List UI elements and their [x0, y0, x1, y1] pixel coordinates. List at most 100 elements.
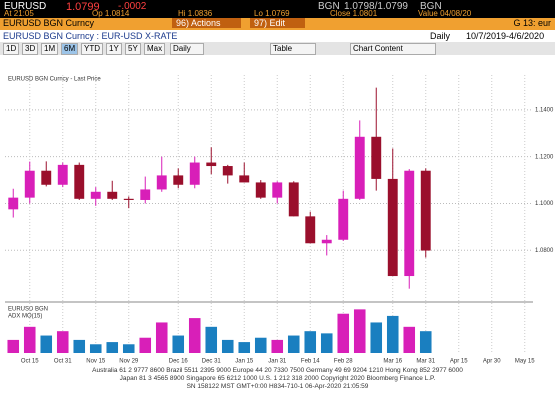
range-button[interactable]: Max	[144, 43, 166, 55]
candle-body	[24, 170, 35, 198]
candle-body	[288, 182, 299, 217]
candle-body	[239, 175, 250, 183]
histogram-bar	[337, 313, 350, 353]
candle-body	[255, 182, 266, 198]
frequency-select[interactable]: Daily	[170, 43, 204, 55]
candle-body	[272, 182, 283, 198]
histogram-bar	[271, 339, 284, 353]
histogram-bar	[89, 344, 102, 353]
legend: ADX MO(15)	[8, 314, 42, 320]
footer-line: Australia 61 2 9777 8600 Brazil 5511 239…	[92, 367, 463, 374]
histogram-bar	[304, 331, 317, 353]
footer-line: Japan 81 3 4565 8900 Singapore 65 6212 1…	[119, 375, 436, 382]
x-tick-label: Mar 31	[416, 359, 435, 365]
x-tick-label: Jan 31	[268, 359, 287, 365]
histogram-bar	[139, 337, 152, 353]
candle-body	[321, 239, 332, 244]
page-id: G 13: eur	[513, 18, 551, 28]
legend: EURUSD BGN Curncy - Last Price	[8, 77, 101, 83]
x-tick-label: Nov 29	[119, 359, 139, 365]
x-tick-label: Oct 31	[54, 359, 72, 365]
histogram-bar	[106, 342, 119, 353]
period: Daily	[430, 31, 451, 41]
candle-body	[123, 198, 134, 200]
histogram-bar	[56, 331, 69, 353]
x-tick-label: May 15	[515, 359, 535, 365]
toolbar: 1D 3D 1M 6M YTD 1Y 5Y Max Daily Table Chart Conten…	[0, 42, 555, 55]
security-name: EURUSD BGN Curncy : EUR-USD X-RATE	[3, 31, 178, 41]
histogram-bar	[73, 339, 86, 353]
histogram-bar	[23, 326, 36, 353]
candle-body	[206, 162, 217, 167]
x-tick-label: Dec 16	[169, 359, 189, 365]
chart: EURUSD BGN Curncy - Last Price EURUSD BG…	[0, 55, 555, 367]
candle-body	[107, 191, 118, 199]
actions-menu[interactable]: 96) Actions	[172, 18, 241, 28]
candle-body	[57, 164, 68, 185]
range-button[interactable]: 3D	[22, 43, 39, 55]
last-price: 1.0799	[66, 1, 100, 13]
y-tick-label: 1.0800	[535, 248, 554, 254]
histogram-bar	[320, 333, 333, 353]
time: At 21:05	[4, 9, 34, 18]
range-button[interactable]: 1D	[3, 43, 20, 55]
x-tick-label: Apr 30	[483, 359, 501, 365]
change: -.0002	[118, 1, 147, 12]
histogram-bar	[188, 318, 201, 353]
histogram-bar	[155, 322, 168, 353]
quote-bar: EURUSD 1.0799 -.0002 BGN 1.0798/1.0799 B…	[0, 0, 555, 18]
open: Op 1.0814	[92, 9, 130, 18]
y-tick-label: 1.1200	[535, 154, 554, 160]
x-tick-label: Feb 28	[334, 359, 353, 365]
range-button[interactable]: 6M	[61, 43, 79, 55]
histogram-bar	[419, 331, 432, 353]
histogram-bar	[287, 335, 300, 353]
x-tick-label: Mar 16	[383, 359, 402, 365]
source: BGN	[420, 1, 442, 12]
ticker: EURUSD	[4, 1, 47, 12]
histogram-bar	[122, 344, 135, 353]
histogram-bar	[238, 342, 251, 353]
candle-body	[8, 197, 19, 210]
date-range: 10/7/2019-4/6/2020	[466, 31, 545, 41]
range-button[interactable]: YTD	[81, 43, 103, 55]
candle-body	[305, 216, 316, 244]
footer-line: SN 158122 MST GMT+0:00 H834-710-1 06-Apr…	[186, 383, 369, 390]
candle-body	[189, 162, 200, 185]
candle-body	[90, 191, 101, 199]
candle-body	[140, 189, 151, 200]
low: Lo 1.0769	[254, 9, 290, 18]
close: Close 1.0801	[330, 9, 378, 18]
x-tick-label: Dec 31	[202, 359, 222, 365]
table-button[interactable]: Table	[270, 43, 316, 55]
histogram-bar	[403, 326, 416, 353]
high: Hi 1.0836	[178, 9, 213, 18]
edit-menu[interactable]: 97) Edit	[250, 18, 306, 28]
candle-body	[41, 170, 52, 185]
security: EURUSD BGN Curncy	[3, 18, 95, 28]
x-tick-label: Feb 14	[301, 359, 320, 365]
menu-bar: EURUSD BGN Curncy 96) Actions 97) Edit G…	[0, 18, 555, 30]
value-date: Value 04/08/20	[418, 9, 472, 18]
candle-body	[387, 178, 398, 277]
y-tick-label: 1.1400	[535, 107, 554, 113]
range-button[interactable]: 1Y	[106, 43, 122, 55]
candle-body	[404, 170, 415, 277]
histogram-bar	[370, 322, 383, 353]
candle-body	[222, 166, 233, 176]
histogram-bar	[386, 315, 399, 353]
candle-body	[371, 136, 382, 179]
x-tick-label: Nov 15	[86, 359, 106, 365]
x-tick-label: Jan 15	[235, 359, 254, 365]
candle-body	[338, 198, 349, 240]
histogram-bar	[205, 326, 218, 353]
histogram-bar	[172, 335, 185, 353]
candle-body	[74, 164, 85, 199]
histogram-bar	[7, 339, 20, 353]
chart-content-button[interactable]: Chart Content	[350, 43, 436, 55]
x-tick-label: Apr 15	[450, 359, 468, 365]
range-button[interactable]: 1M	[41, 43, 59, 55]
range-button[interactable]: 5Y	[125, 43, 141, 55]
source: BGN	[318, 1, 340, 12]
